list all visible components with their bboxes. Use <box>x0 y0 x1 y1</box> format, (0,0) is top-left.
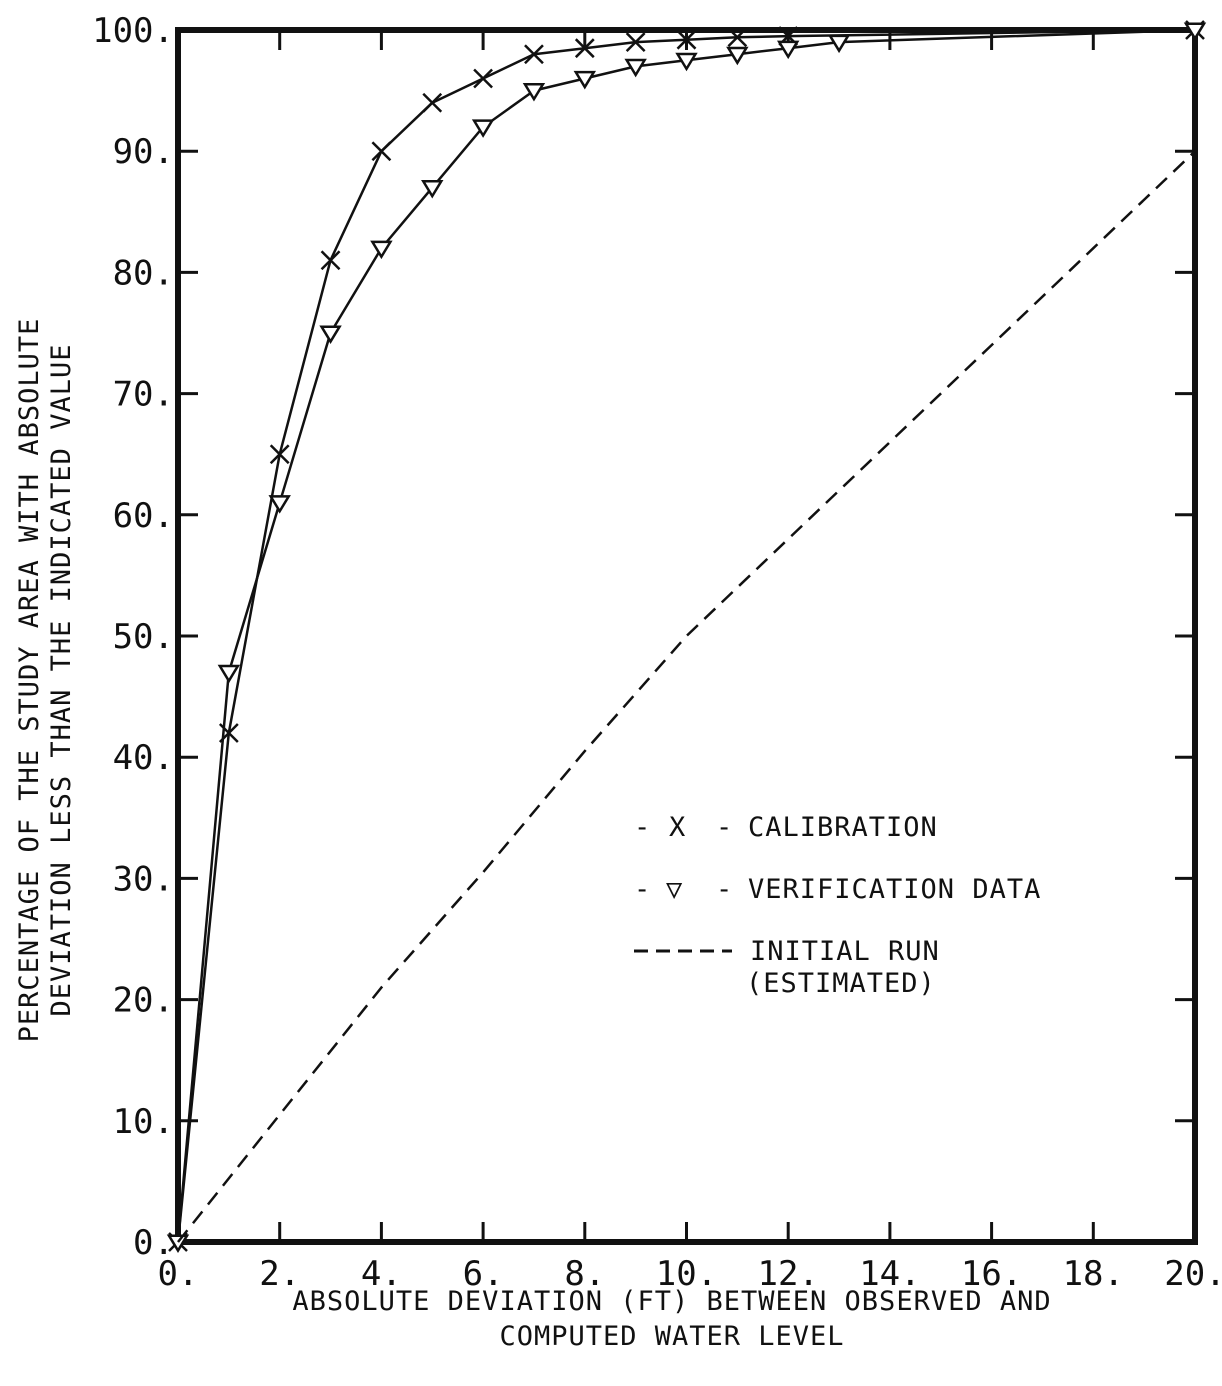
x-tick-label: 10. <box>656 1254 717 1294</box>
x-tick-label: 20. <box>1164 1254 1222 1294</box>
legend-calibration-prefix: - <box>634 812 651 843</box>
x-tick-label: 8. <box>564 1254 605 1294</box>
y-tick-label: 90. <box>113 132 174 172</box>
y-tick-label: 80. <box>113 253 174 293</box>
data-point-calibration <box>422 92 443 113</box>
x-tick-label: 6. <box>463 1254 504 1294</box>
series-line-calibration <box>176 28 1196 1243</box>
data-point-verification <box>166 1234 190 1253</box>
legend-verification-suffix: - <box>716 874 733 905</box>
y-tick-label: 30. <box>113 859 174 899</box>
data-point-calibration <box>625 32 646 53</box>
series-initial-run-estimated <box>177 150 1196 1243</box>
legend-initial-line1: INITIAL RUN <box>750 936 940 967</box>
data-point-calibration <box>727 27 748 48</box>
y-tick-label: 60. <box>113 496 174 536</box>
legend-initial-line2: (ESTIMATED) <box>746 968 936 999</box>
data-point-calibration <box>574 38 595 59</box>
x-axis-tick-labels: 0. 2. 4. 6. 8. 10. 12. 14. 16. 18. 20. <box>158 1254 1222 1294</box>
series-layer <box>166 20 1207 1253</box>
data-point-verification <box>726 46 749 66</box>
x-tick-label: 16. <box>961 1254 1022 1294</box>
x-tick-label: 14. <box>859 1254 920 1294</box>
y-tick-label: 40. <box>113 738 174 778</box>
data-point-calibration <box>676 29 697 50</box>
x-axis-title-line1: ABSOLUTE DEVIATION (FT) BETWEEN OBSERVED… <box>292 1286 1051 1317</box>
legend-item-initial-run: INITIAL RUN (ESTIMATED) <box>634 936 940 999</box>
data-point-verification <box>421 180 444 199</box>
data-point-verification <box>776 40 800 60</box>
legend-verification-prefix: - <box>634 874 651 905</box>
series-line-initial-run-estimated <box>177 150 1196 1243</box>
legend: - X - CALIBRATION - ▽ - VERIFICATION DAT… <box>634 812 1041 999</box>
legend-calibration-label: CALIBRATION <box>748 812 938 843</box>
series-calibration <box>168 20 1205 1252</box>
legend-item-verification: - ▽ - VERIFICATION DATA <box>634 874 1041 905</box>
y-tick-label: 70. <box>113 375 174 415</box>
data-point-verification <box>624 58 647 78</box>
data-point-verification <box>675 52 698 72</box>
y-axis-ticks <box>178 28 1195 1244</box>
data-point-verification <box>370 240 393 260</box>
data-point-verification <box>471 119 495 138</box>
data-point-calibration <box>371 141 392 162</box>
x-tick-label: 12. <box>757 1254 818 1294</box>
series-verification-data <box>166 22 1207 1253</box>
y-tick-label: 50. <box>113 617 174 657</box>
legend-item-calibration: - X - CALIBRATION <box>634 812 938 843</box>
x-tick-label: 4. <box>361 1254 402 1294</box>
plot-frame <box>175 27 1198 1245</box>
data-point-verification <box>268 495 291 514</box>
legend-verification-symbol: ▽ <box>666 874 683 905</box>
x-tick-label: 2. <box>259 1254 300 1294</box>
data-point-calibration <box>473 68 493 89</box>
data-point-verification <box>573 70 597 90</box>
series-line-verification-data <box>176 28 1196 1243</box>
y-tick-label: 0. <box>133 1223 174 1263</box>
legend-verification-label: VERIFICATION DATA <box>748 874 1041 905</box>
data-point-verification <box>319 325 342 344</box>
data-point-verification <box>827 34 851 54</box>
y-axis-title-line2: DEVIATION LESS THAN THE INDICATED VALUE <box>46 344 77 1017</box>
x-axis-title-line2: COMPUTED WATER LEVEL <box>499 1321 844 1352</box>
data-point-calibration <box>320 250 341 271</box>
y-tick-label: 10. <box>113 1102 174 1142</box>
y-tick-label: 20. <box>113 981 174 1021</box>
data-point-calibration <box>269 444 290 465</box>
x-tick-label: 18. <box>1063 1254 1124 1294</box>
x-axis-ticks <box>176 30 1197 1242</box>
legend-calibration-suffix: - <box>716 812 733 843</box>
legend-calibration-symbol: X <box>669 812 686 843</box>
x-tick-label: 0. <box>158 1254 199 1294</box>
data-point-verification <box>1183 22 1207 41</box>
y-axis-tick-labels: 0. 10. 20. 30. 40. 50. 60. 70. 80. 90. 100. <box>92 11 174 1263</box>
y-axis-title-line1: PERCENTAGE OF THE STUDY AREA WITH ABSOLU… <box>14 318 45 1043</box>
data-point-verification <box>217 664 241 684</box>
data-point-verification <box>522 83 546 102</box>
data-point-calibration <box>524 44 544 65</box>
y-tick-label: 100. <box>92 11 174 51</box>
